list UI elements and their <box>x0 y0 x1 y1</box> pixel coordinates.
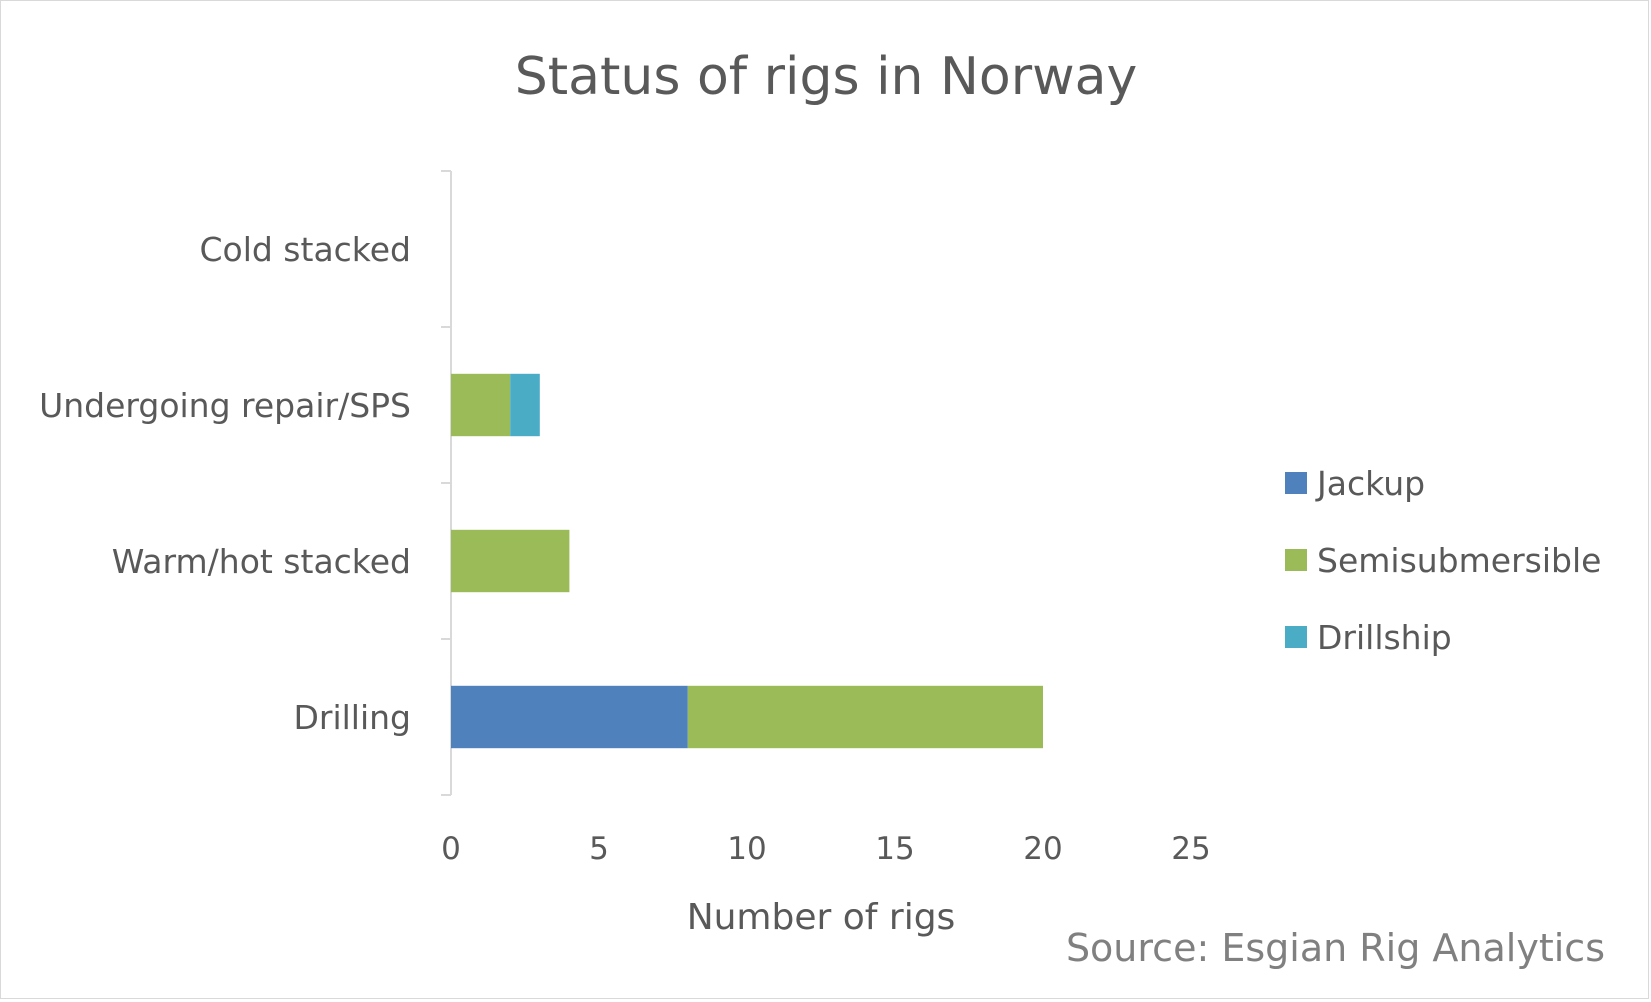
legend: Jackup Semisubmersible Drillship <box>1285 464 1601 657</box>
x-tick-label: 0 <box>441 831 461 867</box>
x-tick-label: 25 <box>1171 831 1210 867</box>
legend-swatch <box>1285 472 1307 494</box>
x-tick-label: 5 <box>589 831 609 867</box>
x-axis-title: Number of rigs <box>687 897 956 938</box>
bar-segment <box>451 529 570 593</box>
bar-segment <box>510 373 540 437</box>
category-label: Undergoing repair/SPS <box>39 386 411 425</box>
legend-label: Semisubmersible <box>1317 541 1601 580</box>
bar-segment <box>687 685 1043 749</box>
chart-title: Status of rigs in Norway <box>515 47 1138 107</box>
legend-swatch <box>1285 626 1307 648</box>
bar-segment <box>451 685 688 749</box>
x-tick-label: 15 <box>875 831 914 867</box>
x-tick-label: 10 <box>727 831 766 867</box>
plot-area: Cold stacked Undergoing repair/SPS Warm/ho… <box>39 170 1211 867</box>
category-label: Drilling <box>293 698 411 737</box>
category-label: Warm/hot stacked <box>112 542 411 581</box>
bar-segment <box>451 373 511 437</box>
legend-swatch <box>1285 549 1307 571</box>
category-label: Cold stacked <box>199 230 411 269</box>
x-tick-label: 20 <box>1023 831 1062 867</box>
legend-label: Jackup <box>1315 464 1425 503</box>
source-note: Source: Esgian Rig Analytics <box>1066 926 1605 970</box>
legend-label: Drillship <box>1317 618 1452 657</box>
